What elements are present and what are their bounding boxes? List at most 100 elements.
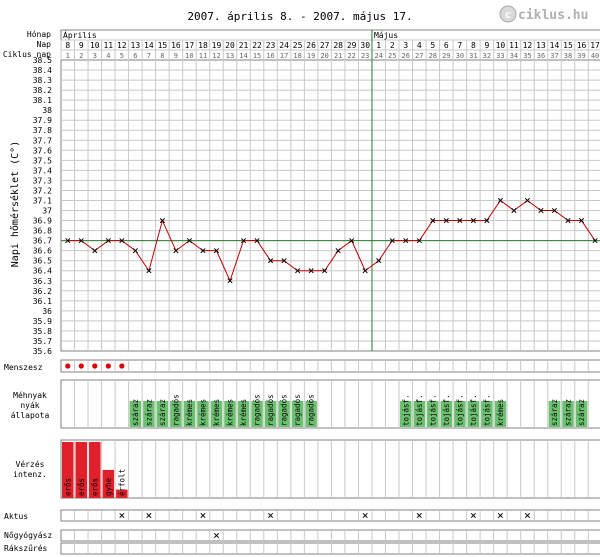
month-label: Április [63,29,97,40]
y-tick-label: 37.2 [33,186,52,195]
label-gynecologist: Nőgyógyász [4,530,52,540]
cycle-day-label: 16 [266,52,274,60]
mucus-cell-fill [400,401,412,427]
day-label: 23 [266,41,276,50]
mucus-cell-fill [170,401,182,427]
temperature-point-stroke [78,238,84,244]
logo-badge-icon [499,5,517,23]
mucus-cell-fill [210,401,223,427]
cycle-day-label: 14 [239,52,247,60]
mucus-value: tojásf. [401,394,410,426]
mucus-cell-fill [467,401,480,427]
temperature-point [457,217,463,224]
temperature-point [443,217,449,224]
temperature-point-stroke [335,248,341,254]
mucus-value: ragadós [307,394,316,426]
mucus-cell-fill [291,401,304,427]
cycle-day-label: 1 [66,52,70,60]
day-label: 17 [590,41,600,50]
temperature-point-stroke [240,238,247,244]
mucus-cell-fill [427,401,439,427]
chart-title: 2007. április 8. - 2007. május 17. [187,10,412,23]
cycle-day-label: 2 [79,52,83,60]
intercourse-row-marker-stroke [146,512,152,519]
day-label: 4 [417,41,422,50]
y-tick-label: 37.9 [33,116,52,125]
label-bleeding-2: intenz. [13,470,47,479]
day-label: 30 [360,41,370,50]
temperature-point-stroke [538,207,544,214]
temperature-point [551,207,558,214]
temperature-point [78,238,84,244]
mucus-cell-fill [251,401,263,427]
temperature-point-stroke [132,248,138,254]
intercourse-row-marker-stroke [470,512,476,519]
temperature-point [173,248,179,254]
y-tick-label: 38.2 [33,86,52,95]
cycle-day-label: 38 [564,52,572,60]
temperature-point-stroke [268,258,274,264]
y-tick-label: 37.3 [33,176,52,185]
mucus-value: ragadós [280,394,289,426]
temperature-point-stroke [322,268,328,274]
y-tick-label: 36.5 [33,257,52,266]
lines-layer [61,30,600,351]
day-label: 1 [376,41,381,50]
temperature-point-stroke [592,238,598,244]
fills-layer [62,401,588,498]
bleeding-bar [62,442,74,498]
cycle-day-label: 28 [429,52,437,60]
day-label: 25 [293,41,303,50]
day-label: 14 [550,41,560,50]
mucus-value: ragadós [266,394,275,426]
day-label: 6 [444,41,449,50]
mucus-cell-fill [305,401,317,427]
day-label: 22 [252,41,262,50]
bleeding-row-frame [60,439,600,499]
bleeding-value: gyhe [104,477,113,496]
month-label: Május [374,31,398,40]
y-tick-label: 35.8 [33,327,52,336]
ciklus-logo: c ciklus.hu [499,5,588,23]
temperature-point [335,248,341,254]
cycle-day-label: 21 [334,52,342,60]
intercourse-row-marker-stroke [497,512,503,519]
cycle-day-label: 3 [93,52,97,60]
mucus-value: tojásf. [428,394,437,426]
y-tick-label: 36.4 [33,267,52,276]
mucus-cell-fill [224,401,236,427]
intercourse-row-marker [497,512,503,519]
day-label: 7 [457,41,462,50]
cycle-day-label: 33 [496,52,504,60]
temperature-point [524,197,530,204]
mucus-value: tojásf. [482,394,491,426]
menstruation-dot [92,363,98,369]
mucus-cell-fill [237,401,250,427]
temperature-point [105,238,111,244]
temperature-point-stroke [376,258,382,264]
day-label: 13 [536,41,546,50]
mucus-value: ragadós [171,394,180,426]
label-month: Hónap [27,29,51,39]
day-label: 14 [144,41,154,50]
day-label: 18 [198,41,208,50]
cycle-day-label: 17 [280,52,288,60]
cycle-day-label: 22 [347,52,355,60]
day-label: 17 [185,41,195,50]
temperature-point [376,258,382,264]
temperature-point [578,217,585,224]
intercourse-row-marker-stroke [362,512,368,519]
temperature-grid [60,30,600,554]
mucus-cell-fill [197,401,209,427]
mucus-value: tojásf. [442,394,451,426]
y-tick-label: 38.1 [33,96,52,105]
temperature-point-stroke [362,268,368,274]
cycle-day-label: 18 [293,52,301,60]
bleeding-bar [116,489,128,498]
label-screening: Rákszűrés [4,543,48,553]
temperature-frame [60,59,600,352]
temperature-point [497,197,503,204]
cycle-day-label: 5 [120,52,124,60]
day-label: 28 [333,41,343,50]
label-mucus-3: állapota [11,411,50,420]
